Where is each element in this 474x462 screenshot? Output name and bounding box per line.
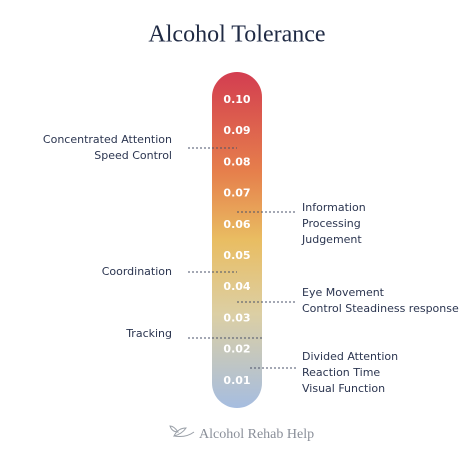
scale-label: 0.07 [223, 187, 250, 200]
scale-label: 0.05 [223, 249, 250, 262]
scale-label: 0.09 [223, 124, 250, 137]
scale-label: 0.08 [223, 155, 250, 168]
scale-label: 0.04 [223, 280, 250, 293]
thermometer [212, 72, 262, 408]
title: Alcohol Tolerance [148, 22, 325, 48]
right-note: Reaction Time [302, 366, 380, 379]
right-note: Processing [302, 217, 361, 230]
left-note: Concentrated Attention [43, 133, 172, 146]
left-note: Tracking [125, 327, 172, 340]
scale-label: 0.10 [223, 93, 250, 106]
scale-label: 0.01 [223, 374, 250, 387]
right-note: Control Steadiness response [302, 302, 459, 315]
left-note: Coordination [102, 265, 172, 278]
scale-label: 0.03 [223, 311, 250, 324]
right-note: Eye Movement [302, 286, 385, 299]
right-note: Divided Attention [302, 350, 398, 363]
footer-logo [169, 425, 195, 437]
right-note: Visual Function [302, 382, 385, 395]
content: 0.10 0.09 0.08 0.07 0.06 0.05 0.04 0.03 0.02 0.01… [43, 93, 459, 395]
footer: Alcohol Rehab Help [199, 427, 314, 442]
scale-label: 0.06 [223, 218, 250, 231]
right-note: Information [302, 201, 366, 214]
right-note: Judgement [301, 233, 362, 246]
scale-label: 0.02 [223, 343, 250, 356]
left-note: Speed Control [94, 149, 172, 162]
